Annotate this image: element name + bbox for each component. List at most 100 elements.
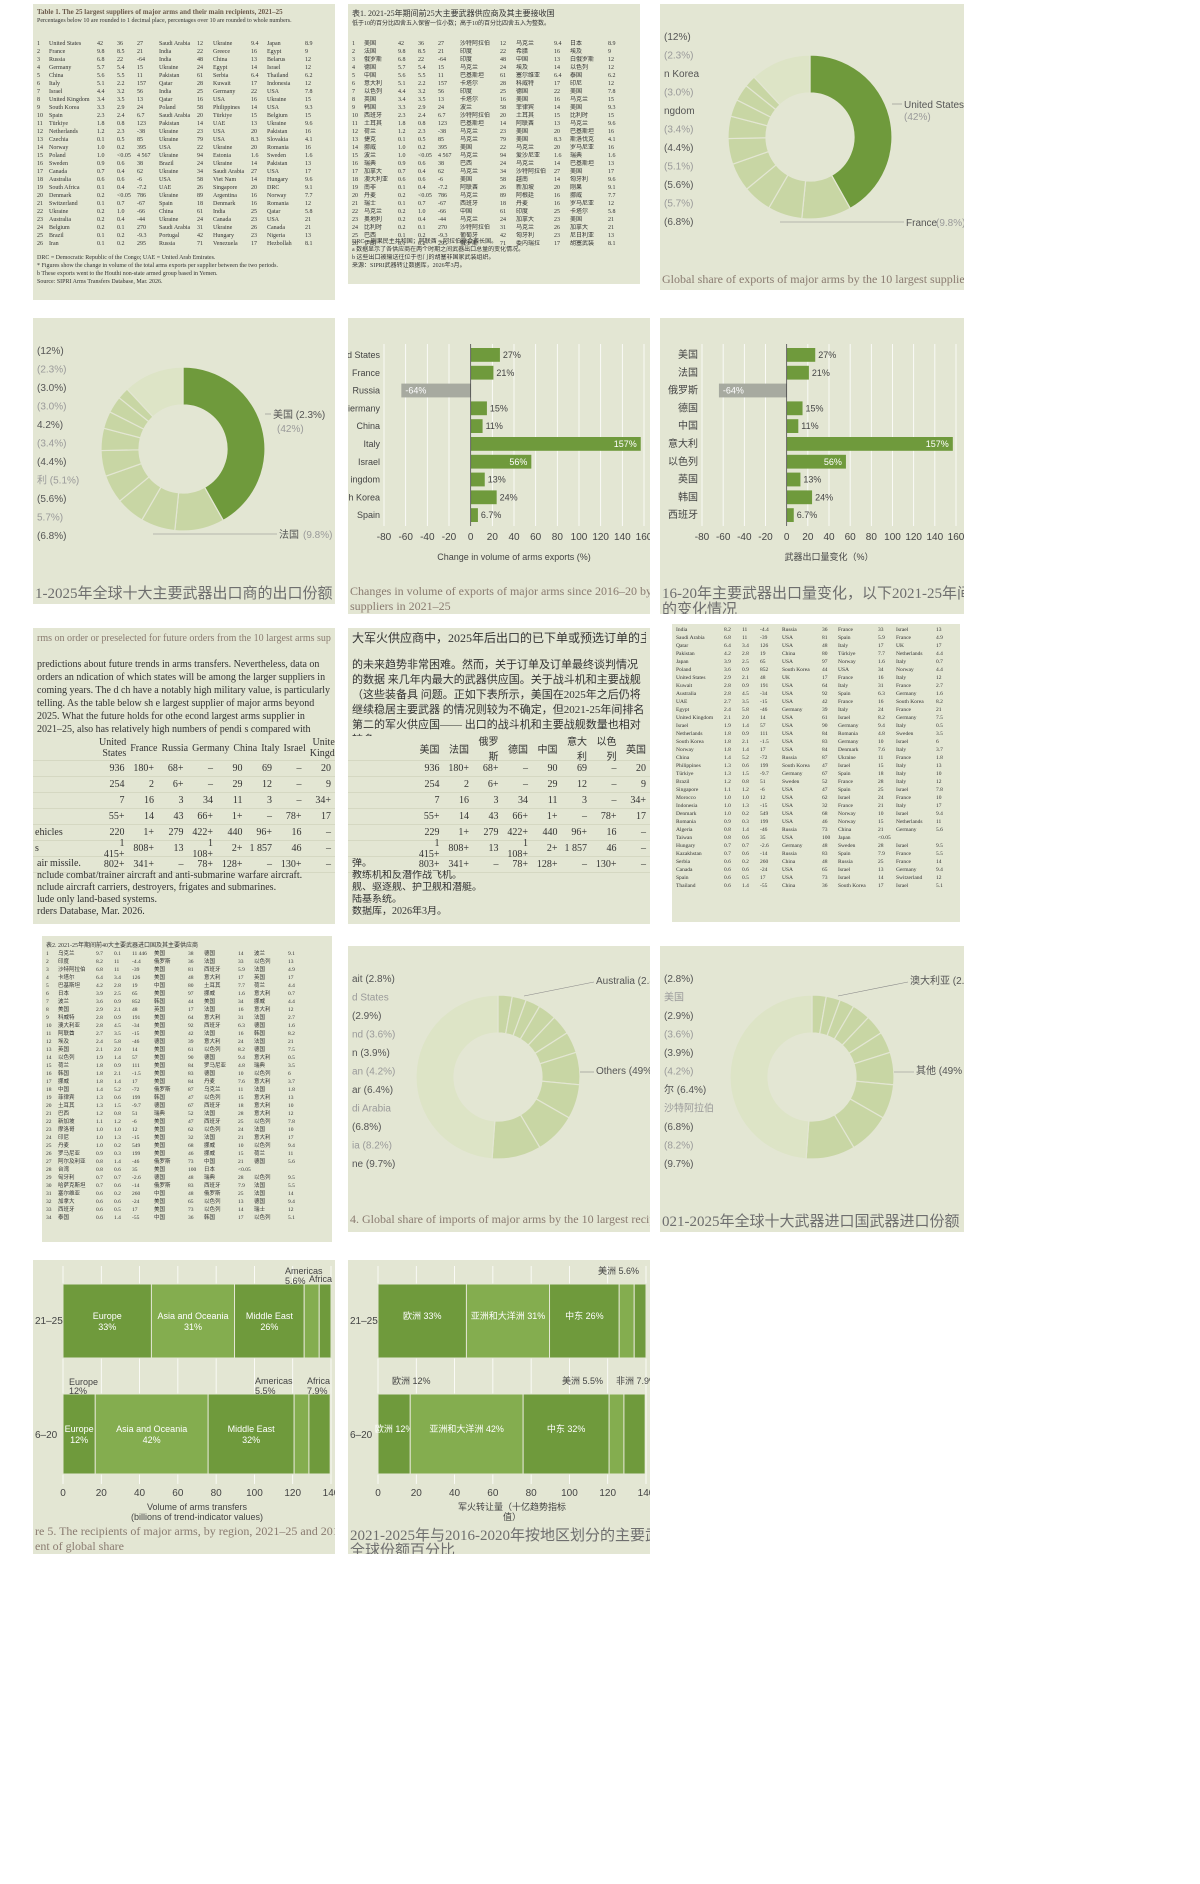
table-cell: 16 [554, 49, 560, 55]
table-cell: 20 [251, 185, 257, 191]
table-cell: 1.8 [288, 1087, 295, 1093]
table-cell: USA [782, 867, 794, 873]
table-cell: 刚果 [570, 185, 583, 191]
stacked-segment [618, 1283, 635, 1359]
orders-cell: 341+ [448, 859, 469, 870]
table-row: 23 奥地利 0.2 0.4 -44 乌克兰 24 加拿大 23 美国 21 [352, 216, 636, 224]
table-cell: 1.8 [724, 731, 731, 737]
orders-cell: 803+ [418, 859, 440, 870]
bar [401, 383, 471, 398]
table-cell: Sweden [896, 731, 914, 737]
table-row: 19 South Africa 0.1 0.4 -7.2 UAE 26 Singapore 20… [37, 184, 331, 192]
table-cell: Spain [159, 201, 173, 207]
table-row: 9 科威特 2.8 0.9 191 美国 64 意大利 31 法国 2.7 [46, 1014, 328, 1022]
table-cell: 6.3 [238, 1023, 245, 1029]
orders-cell: 440 [542, 827, 558, 838]
table-cell: 123 [137, 121, 146, 127]
table-cell: Germany [782, 843, 803, 849]
table-cell: 7.5 [936, 715, 943, 721]
orders-cell: – [267, 811, 272, 822]
orders-cell: 43 [488, 811, 499, 822]
table-cell: 17 [238, 975, 244, 981]
table-cell: 100 [822, 835, 831, 841]
data-label: 6.7% [481, 510, 502, 520]
table-cell: 罗马尼亚 [204, 1063, 227, 1069]
donut-slice [809, 54, 893, 210]
table-cell: 7.7 [305, 193, 313, 199]
orders-cell: 78+ [285, 811, 302, 822]
region-caption-line2: ent of global share [35, 1539, 124, 1553]
donut-label: 尔 (6.4%) [664, 1083, 706, 1096]
table-cell: 泰国 [570, 73, 583, 79]
table-cell: 0.2 [114, 1191, 121, 1197]
orders-cell: 229 [424, 827, 440, 838]
table-cell: 韩国 [154, 1095, 166, 1101]
table-cell: 10 [936, 771, 942, 777]
table-cell: 德国 [254, 1047, 266, 1053]
footnote: DRC = 刚果民主共和国；阿联酋 = 阿拉伯联合酋长国。 [352, 239, 498, 245]
table-cell: 德国 [154, 1039, 166, 1045]
table-cell: 0.1 [97, 185, 105, 191]
table-cell: 5.8 [305, 209, 313, 215]
bar [470, 472, 485, 487]
table-cell: 8.9 [305, 41, 313, 47]
table-cell: -67 [137, 201, 145, 207]
table-cell: 81 [822, 635, 828, 641]
table-cell: 15 [238, 1095, 244, 1101]
table-cell: USA [267, 217, 280, 223]
table-cell: 0.9 [742, 667, 749, 673]
donut-label: (9.8%) [936, 218, 964, 229]
donut-label: (3.0%) [37, 402, 66, 413]
table-cell: 3.4 [97, 97, 105, 103]
table-cell: 0.8 [724, 827, 731, 833]
table-cell: 17 [760, 875, 766, 881]
table-cell: 16 [238, 1007, 244, 1013]
table-cell: 20 [251, 145, 257, 151]
table-cell: 0.3 [742, 819, 749, 825]
table-cell: Hungary [267, 177, 288, 183]
category-label: Italy [363, 439, 380, 449]
annotation-label: 7.9% [307, 1386, 328, 1396]
table-cell: 5.1 [398, 81, 406, 87]
table-cell: 852 [132, 999, 141, 1005]
table-cell: Japan [676, 659, 689, 665]
table-cell: 乌克兰 [364, 209, 383, 215]
table-row: 20 土耳其 1.3 1.5 -9.7 德国 67 西班牙 18 意大利 10 [46, 1102, 328, 1110]
table-cell: 13 [251, 57, 257, 63]
table-cell: 11 446 [132, 951, 147, 957]
table-row: 6 Italy 5.1 2.2 157 Qatar 28 Kuwait 17 Indonesia 1… [37, 80, 331, 88]
table-cell: UAE [676, 699, 688, 705]
table-cell: 0.6 [742, 835, 749, 841]
table-row: 23 摩洛哥 1.0 1.0 12 美国 62 以色列 24 法国 10 [46, 1126, 328, 1134]
table-row: 32 加拿大 0.6 0.6 -24 美国 65 以色列 13 德国 9.4 [46, 1198, 328, 1206]
table-cell: 意大利 [254, 991, 271, 997]
table-cell: 9.8 [97, 49, 105, 55]
table-cell: 11 [37, 121, 43, 127]
table-cell: 0.7 [724, 851, 731, 857]
table-cell: 法国 [254, 1039, 266, 1045]
orders-cell: 17 [636, 811, 646, 822]
data-label: 56% [509, 457, 527, 467]
table-cell: 埃及 [516, 65, 529, 71]
orders-row: 1 415+ 808+ 13 1 108+ 2+ 1 857 46– [348, 838, 650, 860]
table-cell: 51 [132, 1111, 138, 1117]
table-cell: 14 [197, 121, 203, 127]
table-cell: France [838, 675, 853, 681]
table-cell: -1.5 [132, 1071, 141, 1077]
table-cell: 2.4 [418, 113, 426, 119]
table-cell: 58 [197, 105, 203, 111]
table-cell: 22 [554, 89, 560, 95]
table-cell: 白俄罗斯 [570, 57, 595, 63]
table-cell: Italy [896, 771, 907, 777]
table-cell: 美国 [516, 97, 529, 103]
table-cell: 1 [46, 951, 49, 957]
table-cell: 24 [352, 225, 358, 231]
table-cell: 12 [500, 41, 506, 47]
category-label: Spain [357, 510, 380, 520]
segment-label: 33% [98, 1322, 116, 1332]
table-cell: 0.4 [418, 169, 426, 175]
table-cell: 3.5 [117, 97, 125, 103]
table-cell: Brazil [49, 233, 64, 239]
table-cell: 18 [197, 201, 203, 207]
table-row: 22 乌克兰 0.2 1.0 -66 中国 61 印度 25 卡塔尔 5.8 [352, 208, 636, 216]
